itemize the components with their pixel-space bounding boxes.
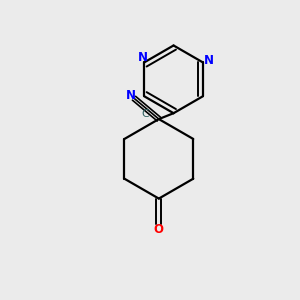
Text: N: N (204, 54, 214, 68)
Text: O: O (154, 223, 164, 236)
Text: N: N (125, 89, 136, 102)
Text: C: C (142, 109, 149, 119)
Text: N: N (138, 52, 148, 64)
